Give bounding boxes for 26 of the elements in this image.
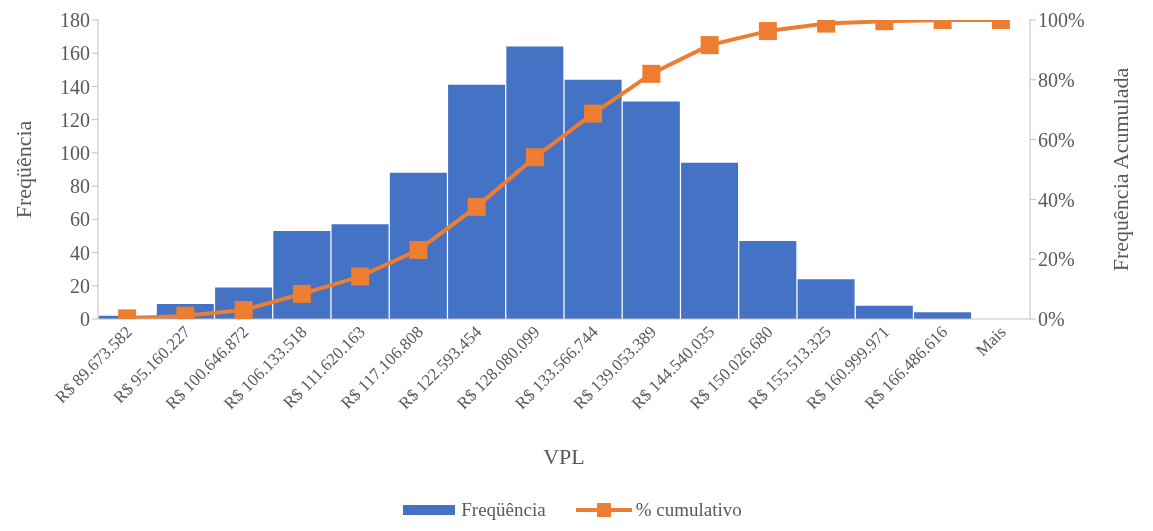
point: [467, 197, 486, 216]
y2-tick-label: 80%: [1038, 68, 1075, 91]
legend-label: Freqüência: [461, 499, 546, 521]
y-tick-label: 120: [60, 108, 90, 131]
y-axis-title: Freqüência: [10, 120, 36, 219]
y2-axis-title: Frequência Acumulada: [1107, 67, 1133, 272]
y-tick-label: 0: [80, 308, 90, 331]
y-tick-label: 140: [60, 75, 90, 98]
y-tick-label: 40: [70, 241, 90, 264]
y2-tick-label: 60%: [1038, 128, 1075, 151]
y2-tick-label: 40%: [1038, 188, 1075, 211]
legend-label: % cumulativo: [635, 499, 742, 521]
y-tick-label: 160: [60, 42, 90, 65]
y-tick-label: 80: [70, 175, 90, 198]
y-tick-label: 180: [60, 9, 90, 32]
y-tick-label: 20: [70, 274, 90, 297]
x-axis-title: VPL: [543, 444, 585, 469]
point: [292, 284, 311, 303]
y2-tick-label: 0%: [1038, 308, 1065, 331]
y2-tick-label: 20%: [1038, 248, 1075, 271]
y2-tick-label: 100%: [1038, 9, 1085, 32]
point: [525, 148, 544, 167]
point: [409, 240, 428, 259]
y-tick-label: 60: [70, 208, 90, 231]
y-tick-label: 100: [60, 141, 90, 164]
point: [351, 267, 370, 286]
